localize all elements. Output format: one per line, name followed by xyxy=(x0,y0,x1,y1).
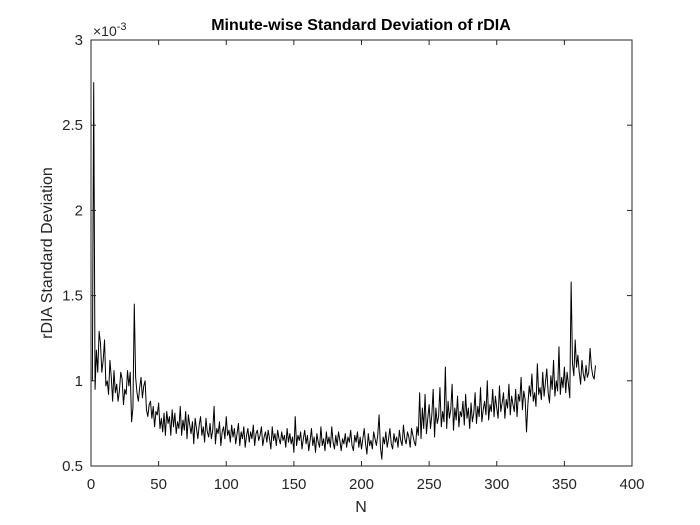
series-line xyxy=(91,82,596,460)
chart-title: Minute-wise Standard Deviation of rDIA xyxy=(211,17,511,34)
x-axis-ticks: 0 50 100 150 200 250 300 350 400 xyxy=(87,40,645,493)
y-tick-label: 2.5 xyxy=(62,117,83,134)
x-tick-label: 200 xyxy=(349,476,374,493)
x-tick-label: 150 xyxy=(281,476,306,493)
x-tick-label: 350 xyxy=(552,476,577,493)
plot-area xyxy=(91,40,632,466)
y-axis-ticks: 0.5 1 1.5 2 2.5 3 xyxy=(62,32,632,475)
x-tick-label: 100 xyxy=(214,476,239,493)
x-tick-label: 250 xyxy=(417,476,442,493)
x-tick-label: 400 xyxy=(619,476,644,493)
y-tick-label: 1.5 xyxy=(62,288,83,305)
y-tick-label: 3 xyxy=(75,32,83,49)
exponent-power: -3 xyxy=(117,21,127,33)
y-tick-label: 2 xyxy=(75,202,83,219)
exponent-base: ×10 xyxy=(93,23,117,39)
y-tick-label: 0.5 xyxy=(62,458,83,475)
x-axis-label: N xyxy=(355,499,367,516)
data-series xyxy=(91,82,596,460)
y-axis-label: rDIA Standard Deviation xyxy=(39,167,56,339)
x-tick-label: 300 xyxy=(484,476,509,493)
x-tick-label: 0 xyxy=(87,476,95,493)
y-tick-label: 1 xyxy=(75,373,83,390)
y-axis-exponent-label: ×10-3 xyxy=(93,21,127,39)
x-tick-label: 50 xyxy=(150,476,167,493)
